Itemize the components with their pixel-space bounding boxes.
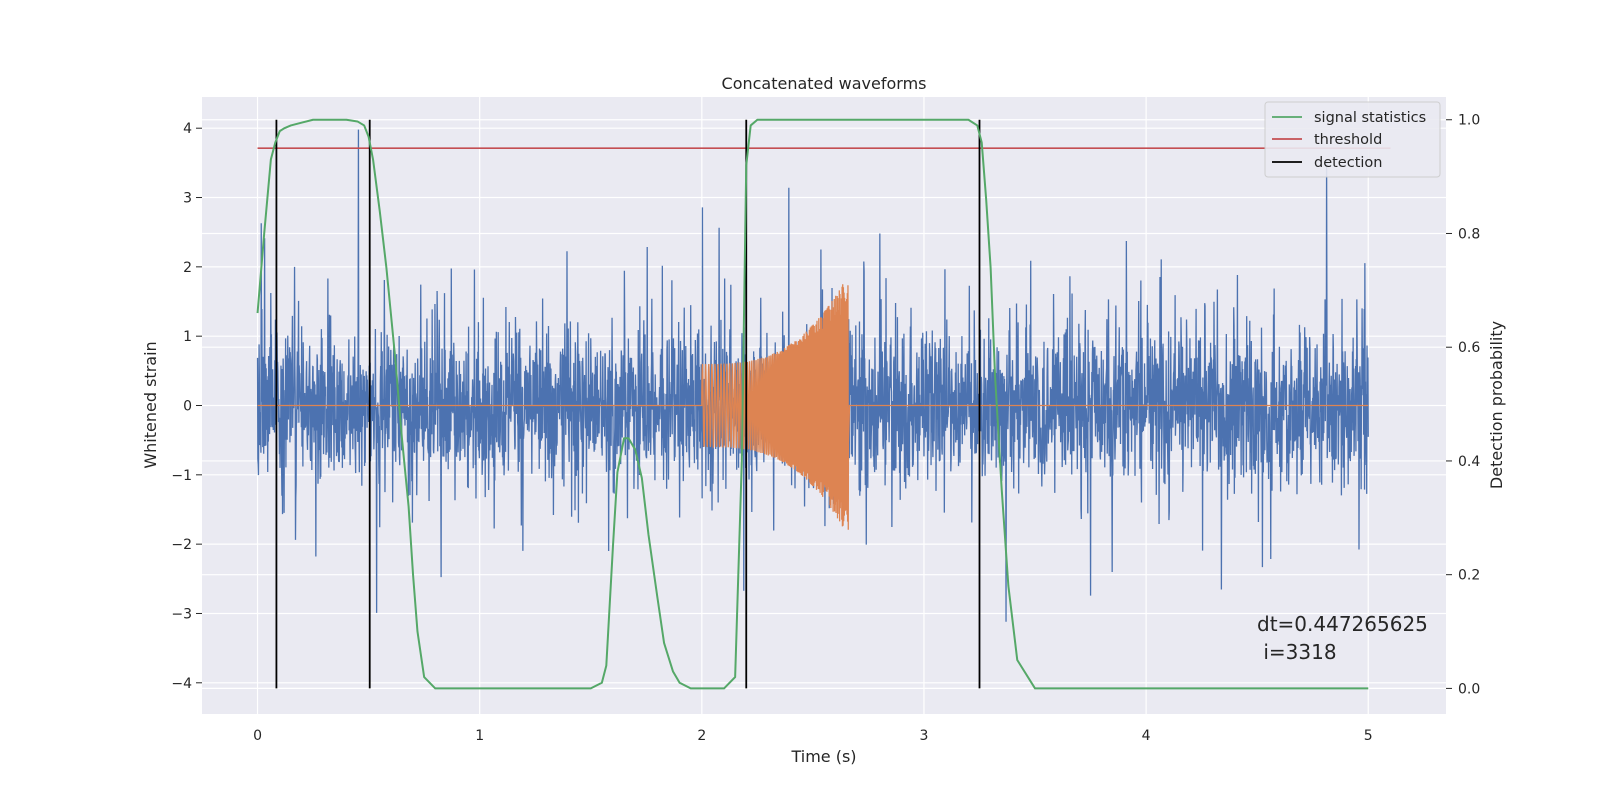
x-tick-label: 5: [1364, 728, 1373, 744]
chart-title: Concatenated waveforms: [722, 74, 927, 93]
injected-waveform-line: [257, 284, 1369, 530]
legend-box: [1264, 101, 1441, 178]
signal-statistics-line: [256, 118, 1369, 690]
annotation-dt: dt=0.447265625: [1257, 612, 1428, 636]
axis-ticks: 0 1 2 3 4 5 −4 −3 −2 −1 0 1 2 3 4 0.0 0.2 0.4 0.6 0.8 1.0: [171, 113, 1480, 744]
y-tick-label: 0: [183, 399, 192, 415]
legend: signal statistics threshold detection: [1264, 101, 1441, 178]
y2-tick-label: 0.8: [1458, 226, 1480, 242]
y-tick-label: −2: [171, 537, 192, 553]
x-tick-label: 3: [920, 728, 929, 744]
y-tick-label: 4: [183, 121, 192, 137]
legend-label-threshold: threshold: [1314, 132, 1382, 148]
y-tick-label: 3: [183, 191, 192, 207]
x-tick-label: 4: [1142, 728, 1151, 744]
annotation-i: i=3318: [1257, 640, 1337, 664]
y2-tick-label: 0.2: [1458, 568, 1480, 584]
y2-axis-label: Detection probability: [1487, 321, 1506, 489]
y-tick-label: −4: [171, 676, 192, 692]
x-tick-label: 0: [253, 728, 262, 744]
y-tick-label: 1: [183, 329, 192, 345]
x-tick-label: 2: [697, 728, 706, 744]
y2-tick-label: 0.4: [1458, 454, 1480, 470]
y2-tick-label: 0.0: [1458, 681, 1480, 697]
x-axis-label: Time (s): [790, 747, 856, 766]
y2-tick-label: 1.0: [1458, 113, 1480, 129]
legend-label-detection: detection: [1314, 155, 1382, 171]
y2-tick-label: 0.6: [1458, 340, 1480, 356]
y-axis-label: Whitened strain: [141, 341, 160, 468]
probability-series: [256, 118, 1391, 690]
legend-label-signal-statistics: signal statistics: [1314, 110, 1426, 126]
y-tick-label: 2: [183, 260, 192, 276]
y-tick-label: −1: [171, 468, 192, 484]
y-tick-label: −3: [171, 606, 192, 622]
x-tick-label: 1: [475, 728, 484, 744]
injected-waveform-series: [257, 284, 1369, 530]
